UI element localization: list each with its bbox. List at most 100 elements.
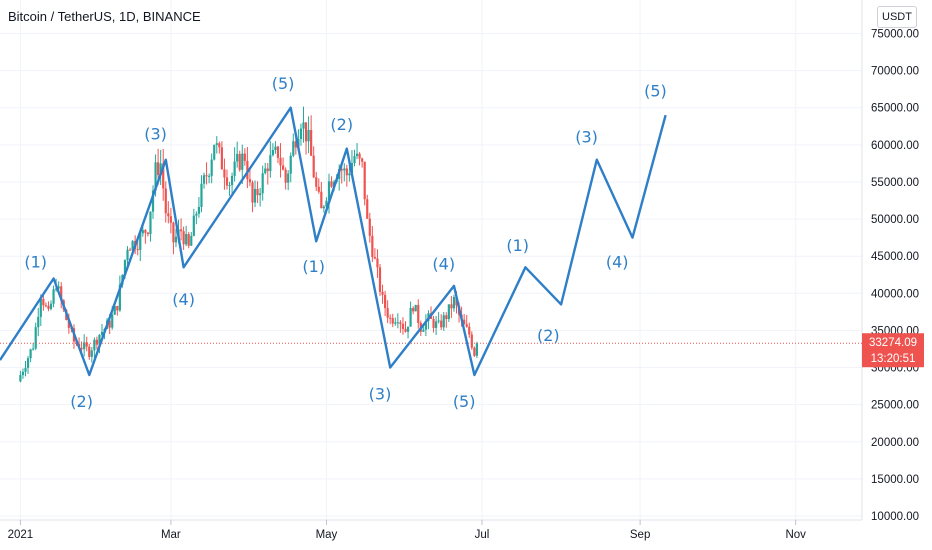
candle-body (225, 177, 229, 186)
last-price-tag: 33274.09 13:20:51 (862, 333, 924, 368)
candle-body (80, 348, 83, 350)
candle-body (34, 327, 37, 349)
candle-body (88, 346, 91, 357)
candle-body (213, 144, 216, 160)
price-axis[interactable]: 75000.00 70000.00 65000.00 60000.00 55000.00… (871, 29, 919, 524)
candle-body (373, 257, 376, 259)
candle-body (118, 284, 121, 311)
candle-body (200, 183, 203, 207)
candle-body (123, 260, 127, 275)
candle-body (414, 304, 417, 312)
candle-body (350, 163, 354, 174)
candle-body (345, 168, 348, 176)
candle-body (276, 146, 280, 158)
price-tick-label: 75000.00 (871, 29, 919, 41)
candle-body (208, 175, 211, 177)
candle-body (292, 141, 295, 156)
candle-body (47, 305, 50, 309)
candle-body (317, 186, 320, 192)
candle-body (149, 211, 152, 235)
candle-body (269, 155, 272, 172)
candle-body (315, 177, 318, 187)
currency-badge[interactable]: USDT (877, 6, 917, 28)
wave-label: (3) (575, 128, 598, 147)
candle-body (223, 169, 226, 178)
candle-body (29, 349, 32, 359)
candle-body (470, 334, 473, 348)
candle-body (111, 314, 114, 328)
candle-body (447, 304, 450, 320)
wave-label: (2) (330, 115, 353, 134)
candle-body (67, 319, 70, 328)
candle-body (424, 320, 427, 330)
candle-body (264, 168, 267, 174)
candle-body (256, 188, 259, 196)
candle-body (108, 320, 111, 328)
candle-body (233, 161, 236, 176)
candle-body (274, 146, 277, 150)
candle-body (116, 306, 119, 311)
candle-body (440, 320, 443, 328)
candle-body (310, 130, 313, 156)
candle-body (172, 222, 175, 243)
candle-body (450, 304, 453, 309)
candle-body (322, 206, 325, 209)
candle-body (57, 286, 60, 289)
candle-body (136, 249, 139, 251)
candle-body (19, 375, 22, 382)
candle-body (220, 147, 223, 170)
candle-body (182, 231, 185, 245)
price-tick-label: 10000.00 (871, 511, 919, 523)
candle-body (167, 213, 170, 217)
candle-body (197, 206, 201, 214)
candle-body (228, 185, 231, 187)
price-tick-label: 15000.00 (871, 474, 919, 486)
time-tick-label: May (316, 529, 338, 541)
candle-body (468, 326, 471, 335)
candle-body (52, 289, 55, 304)
candle-body (37, 316, 40, 328)
candle-body (162, 163, 165, 189)
wave-label: (2) (537, 326, 560, 345)
wave-label: (5) (453, 392, 476, 411)
candle-body (146, 232, 150, 235)
candle-body (24, 367, 27, 372)
wave-label: (1) (24, 252, 47, 271)
candle-body (394, 322, 397, 324)
candle-body (287, 173, 290, 183)
elliott-wave-line[interactable] (0, 106, 667, 377)
candle-body (26, 358, 30, 368)
last-price-tag-bg (862, 333, 924, 368)
candle-body (159, 163, 162, 176)
candle-body (144, 230, 147, 233)
wave-labels: (1) (2) (3) (4) (5) (1) (2) (3) (4) (5) (1) (2) (3) (… (24, 74, 666, 411)
candle-body (325, 200, 328, 207)
candle-body (404, 328, 407, 332)
candle-body (126, 249, 129, 261)
last-price-value: 33274.09 (869, 337, 917, 349)
candle-body (236, 153, 239, 162)
candle-body (192, 215, 195, 236)
candle-body (281, 165, 285, 170)
candle-body (139, 233, 142, 250)
candle-body (363, 161, 366, 200)
price-tick-label: 65000.00 (871, 103, 919, 115)
wave-label: (3) (144, 125, 167, 144)
candlestick-series (19, 106, 479, 383)
candle-body (406, 326, 410, 332)
candle-body (128, 249, 132, 251)
candle-body (289, 155, 292, 174)
candle-body (299, 128, 303, 140)
candle-body (463, 319, 466, 325)
candle-body (141, 230, 144, 234)
time-tick-label: Mar (161, 529, 181, 541)
time-axis[interactable]: 2021 Mar May Jul Sep Nov (8, 520, 807, 541)
chart-title: Bitcoin / TetherUS, 1D, BINANCE (8, 9, 201, 24)
candle-body (241, 153, 244, 170)
candle-body (174, 236, 178, 243)
wave-label: (3) (369, 385, 392, 404)
candle-body (39, 298, 42, 317)
candle-body (422, 329, 425, 332)
candle-body (21, 371, 25, 376)
